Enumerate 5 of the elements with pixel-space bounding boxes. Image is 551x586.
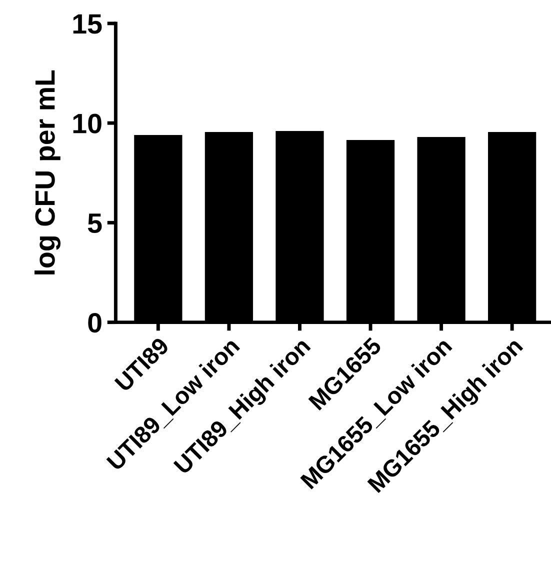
y-tick-label: 15 (73, 14, 102, 34)
y-tick-label: 10 (73, 114, 102, 134)
y-tick-label: 0 (88, 312, 102, 333)
y-tick-label: 5 (88, 214, 102, 234)
y-axis-title: log CFU per mL (34, 70, 61, 274)
